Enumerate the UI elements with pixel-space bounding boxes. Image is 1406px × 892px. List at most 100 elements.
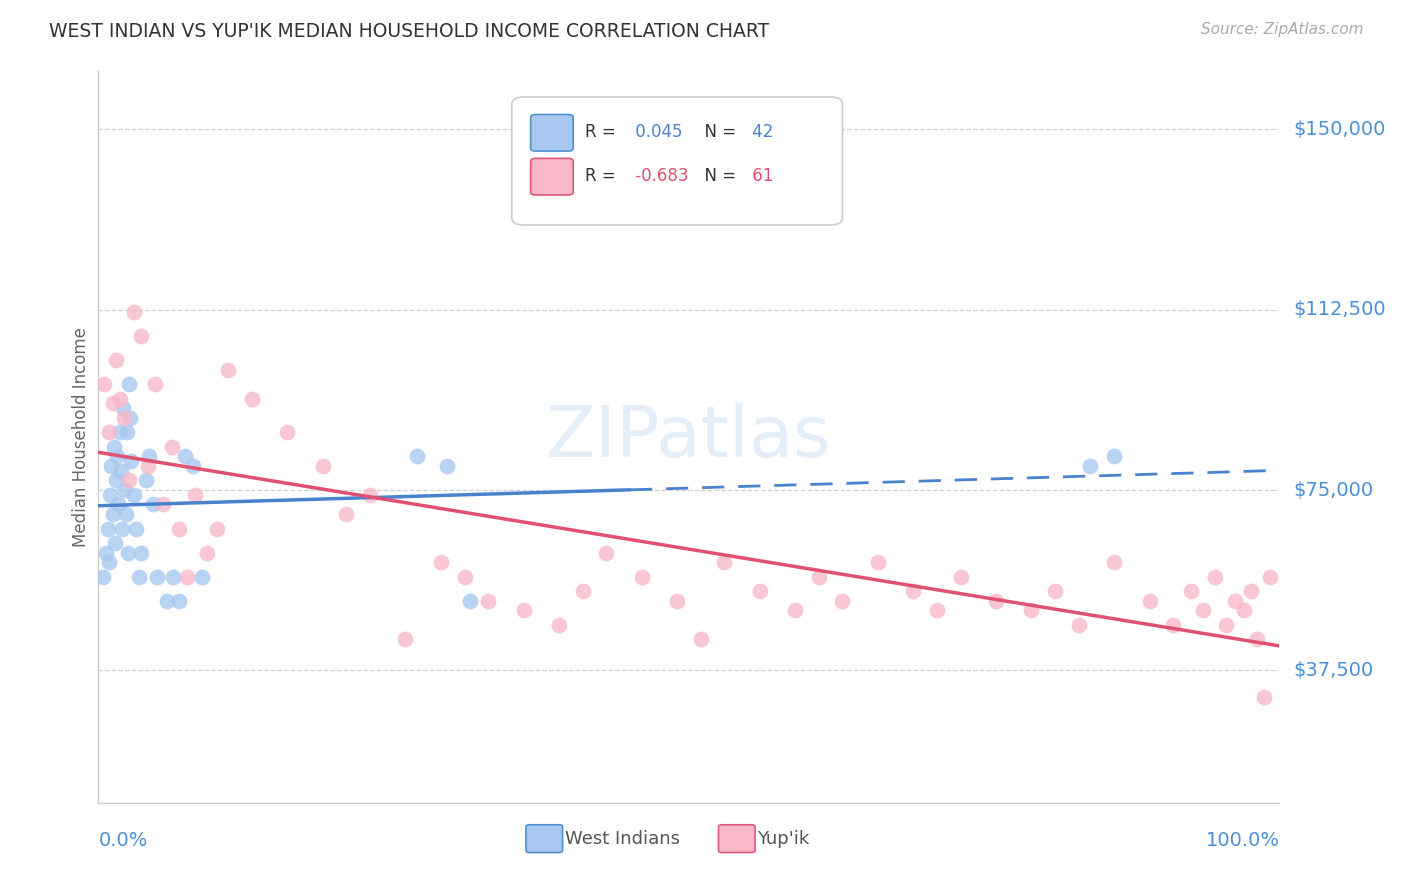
Point xyxy=(167,593,190,607)
Point xyxy=(111,521,134,535)
Point xyxy=(1180,584,1202,599)
Point xyxy=(571,584,593,599)
Point xyxy=(108,392,131,406)
Text: R =: R = xyxy=(585,123,621,141)
Point xyxy=(430,555,453,569)
Point xyxy=(866,555,889,569)
FancyBboxPatch shape xyxy=(512,97,842,225)
Point xyxy=(138,450,160,464)
Point xyxy=(394,632,416,647)
Point xyxy=(548,617,571,632)
Text: West Indians: West Indians xyxy=(565,830,681,847)
Point xyxy=(97,521,120,535)
FancyBboxPatch shape xyxy=(530,159,574,195)
Point xyxy=(453,569,475,583)
Point xyxy=(167,521,190,535)
Point xyxy=(110,464,132,478)
Point xyxy=(1102,555,1125,569)
Text: R =: R = xyxy=(585,167,621,185)
Point xyxy=(118,377,141,392)
Point xyxy=(162,569,184,583)
Point xyxy=(984,593,1007,607)
Point xyxy=(93,377,115,392)
Point xyxy=(115,425,138,440)
Point xyxy=(156,593,179,607)
Point xyxy=(925,603,948,617)
Point xyxy=(1191,603,1213,617)
FancyBboxPatch shape xyxy=(530,114,574,151)
Point xyxy=(713,555,735,569)
Point xyxy=(205,521,228,535)
Point xyxy=(1215,617,1237,632)
Point xyxy=(129,329,152,343)
Point xyxy=(1161,617,1184,632)
Point xyxy=(120,410,142,425)
Point xyxy=(807,569,830,583)
Point xyxy=(666,593,689,607)
Point xyxy=(160,440,183,454)
Point xyxy=(1204,569,1226,583)
Point xyxy=(406,450,429,464)
Point xyxy=(122,488,145,502)
Point xyxy=(105,353,128,368)
Point xyxy=(152,498,174,512)
Point xyxy=(1043,584,1066,599)
Y-axis label: Median Household Income: Median Household Income xyxy=(72,327,90,547)
Point xyxy=(312,458,335,473)
Point xyxy=(1233,603,1256,617)
Point xyxy=(98,555,121,569)
Point xyxy=(276,425,298,440)
Text: Yup'ik: Yup'ik xyxy=(758,830,810,847)
Point xyxy=(477,593,499,607)
Point xyxy=(191,569,214,583)
Point xyxy=(359,488,381,502)
Text: 42: 42 xyxy=(747,123,773,141)
Point xyxy=(142,498,165,512)
Text: $150,000: $150,000 xyxy=(1294,120,1386,138)
Point xyxy=(146,569,169,583)
Point xyxy=(176,569,198,583)
Point xyxy=(125,521,148,535)
Point xyxy=(143,377,166,392)
Point xyxy=(785,603,807,617)
Text: $75,000: $75,000 xyxy=(1294,481,1374,500)
Point xyxy=(217,362,239,376)
Point xyxy=(1246,632,1268,647)
Point xyxy=(748,584,770,599)
Point xyxy=(112,401,135,416)
Point xyxy=(335,507,357,521)
Text: 100.0%: 100.0% xyxy=(1205,830,1279,849)
Point xyxy=(114,507,136,521)
Point xyxy=(184,488,207,502)
Point xyxy=(1223,593,1246,607)
Point xyxy=(98,425,121,440)
Text: -0.683: -0.683 xyxy=(630,167,689,185)
Text: Source: ZipAtlas.com: Source: ZipAtlas.com xyxy=(1201,22,1364,37)
Point xyxy=(112,410,135,425)
Point xyxy=(1139,593,1161,607)
Point xyxy=(173,450,195,464)
Point xyxy=(595,545,617,559)
FancyBboxPatch shape xyxy=(526,825,562,853)
Point xyxy=(181,458,204,473)
Text: 61: 61 xyxy=(747,167,773,185)
Point xyxy=(103,440,125,454)
Point xyxy=(94,545,117,559)
Point xyxy=(105,474,128,488)
Point xyxy=(98,488,121,502)
Point xyxy=(689,632,711,647)
Point xyxy=(1067,617,1090,632)
Text: WEST INDIAN VS YUP'IK MEDIAN HOUSEHOLD INCOME CORRELATION CHART: WEST INDIAN VS YUP'IK MEDIAN HOUSEHOLD I… xyxy=(49,22,769,41)
Point xyxy=(949,569,972,583)
Point xyxy=(136,458,159,473)
Point xyxy=(129,545,152,559)
Point xyxy=(1258,569,1281,583)
Point xyxy=(122,305,145,319)
Point xyxy=(135,474,157,488)
Point xyxy=(1240,584,1263,599)
Text: N =: N = xyxy=(693,123,741,141)
Point xyxy=(1080,458,1102,473)
Point xyxy=(831,593,853,607)
Point xyxy=(112,483,135,497)
Point xyxy=(512,603,534,617)
